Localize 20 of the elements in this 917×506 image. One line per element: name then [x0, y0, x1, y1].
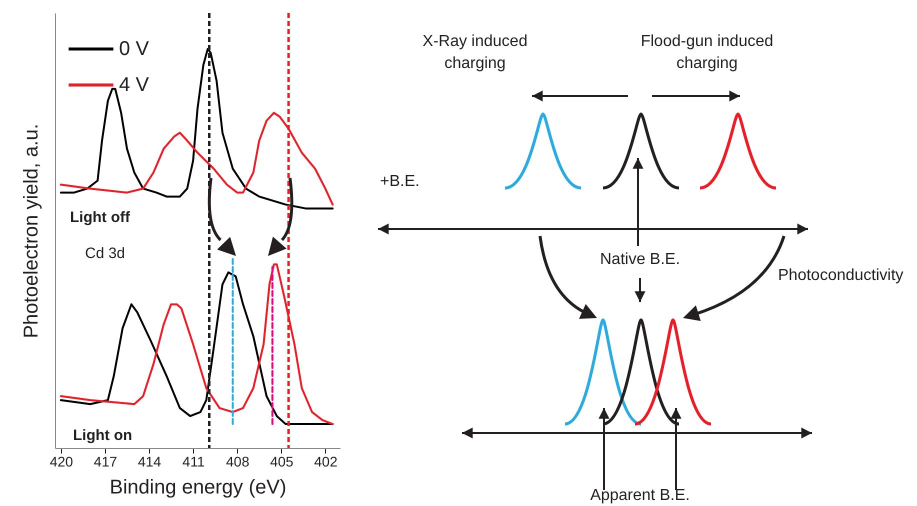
- legend-label: 4 V: [119, 74, 150, 96]
- x-tick-label: 405: [270, 454, 294, 470]
- annotation: Light off: [70, 209, 131, 226]
- x-tick-label: 408: [226, 454, 250, 470]
- x-axis-title: Binding energy (eV): [110, 476, 286, 498]
- text: Photoconductivity: [778, 267, 904, 284]
- x-tick-label: 402: [314, 454, 338, 470]
- text: X-Ray induced charging: [422, 33, 528, 72]
- legend-label: 0 V: [119, 38, 150, 60]
- annotation: Light on: [73, 427, 132, 444]
- annotation: Cd 3d: [85, 245, 126, 262]
- x-tick-label: 414: [138, 454, 162, 470]
- x-tick-label: 420: [50, 454, 74, 470]
- text: +B.E.: [380, 173, 420, 190]
- text: Native B.E.: [600, 251, 680, 268]
- text: Flood-gun induced charging: [640, 33, 774, 72]
- y-axis-title: Photoelectron yield, a.u.: [20, 124, 42, 338]
- text: Apparent B.E.: [590, 487, 690, 504]
- x-tick-label: 411: [182, 454, 205, 470]
- x-tick-label: 417: [94, 454, 118, 470]
